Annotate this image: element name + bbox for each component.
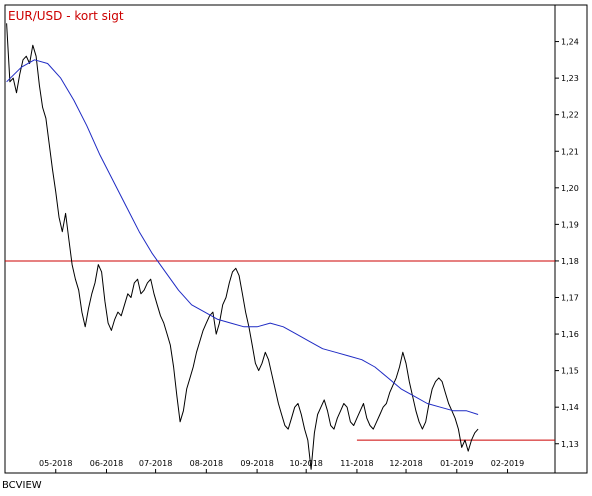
x-tick-label: 06-2018 xyxy=(90,459,123,468)
y-axis: 1,13 1,14 1,15 1,16 1,17 1,18 1,19 1,20 1,21 1,22… xyxy=(555,38,579,449)
y-tick-label: 1,20 xyxy=(561,184,579,193)
x-tick-label: 08-2018 xyxy=(190,459,223,468)
x-tick-label: 05-2018 xyxy=(39,459,72,468)
x-tick-label: 10-2018 xyxy=(289,459,322,468)
axis-panel xyxy=(554,4,588,474)
chart-title: EUR/USD - kort sigt xyxy=(8,9,124,23)
x-tick-label: 09-2018 xyxy=(240,459,273,468)
y-tick-label: 1,16 xyxy=(561,330,579,339)
x-tick-label: 11-2018 xyxy=(340,459,373,468)
plot-area xyxy=(4,4,556,474)
y-tick-label: 1,13 xyxy=(561,440,579,449)
y-tick-label: 1,18 xyxy=(561,257,579,266)
y-tick-label: 1,24 xyxy=(561,38,579,47)
y-tick-label: 1,22 xyxy=(561,111,579,120)
x-tick-label: 01-2019 xyxy=(440,459,473,468)
reference-lines xyxy=(5,260,555,441)
y-tick-label: 1,15 xyxy=(561,367,579,376)
y-tick-label: 1,23 xyxy=(561,74,579,83)
y-tick-label: 1,21 xyxy=(561,147,579,156)
source-label: BCVIEW xyxy=(2,480,42,491)
x-tick-label: 12-2018 xyxy=(389,459,422,468)
x-tick-label: 02-2019 xyxy=(491,459,524,468)
y-tick-label: 1,14 xyxy=(561,403,579,412)
series-line-0 xyxy=(6,23,479,470)
x-tick-label: 07-2018 xyxy=(139,459,172,468)
y-tick-label: 1,17 xyxy=(561,294,579,303)
series-line-1 xyxy=(6,59,479,415)
y-tick-label: 1,19 xyxy=(561,220,579,229)
series-group xyxy=(6,23,479,470)
x-axis: 05-2018 06-2018 07-2018 08-2018 09-2018 10-20… xyxy=(39,459,524,473)
